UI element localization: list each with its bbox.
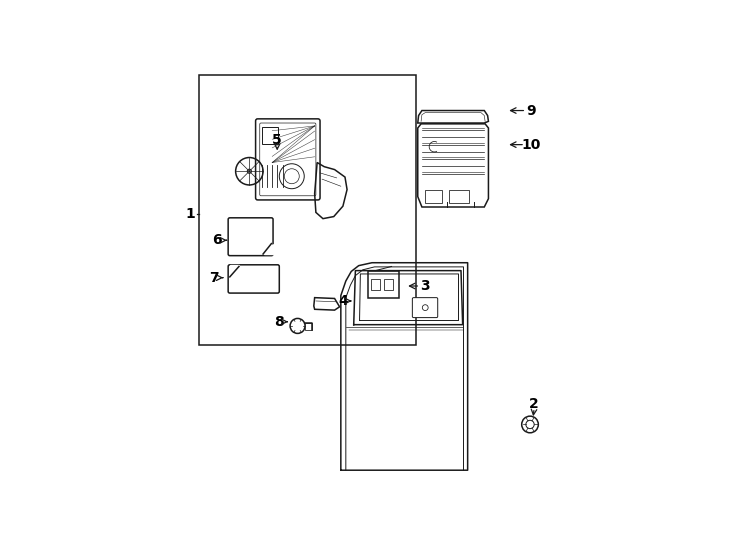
FancyBboxPatch shape bbox=[255, 119, 320, 200]
FancyBboxPatch shape bbox=[228, 218, 273, 255]
FancyBboxPatch shape bbox=[384, 279, 393, 290]
FancyBboxPatch shape bbox=[228, 265, 280, 293]
Bar bbox=[200, 75, 415, 346]
Text: 9: 9 bbox=[526, 104, 536, 118]
FancyBboxPatch shape bbox=[371, 279, 380, 290]
Text: 7: 7 bbox=[208, 271, 219, 285]
Text: 10: 10 bbox=[522, 138, 541, 152]
Circle shape bbox=[247, 169, 252, 173]
Text: 6: 6 bbox=[213, 233, 222, 247]
FancyBboxPatch shape bbox=[305, 323, 312, 329]
Text: 3: 3 bbox=[421, 279, 430, 293]
Text: 1: 1 bbox=[186, 207, 195, 221]
FancyBboxPatch shape bbox=[262, 127, 278, 144]
Text: 2: 2 bbox=[529, 397, 539, 411]
FancyBboxPatch shape bbox=[425, 191, 442, 203]
FancyBboxPatch shape bbox=[449, 191, 469, 203]
FancyBboxPatch shape bbox=[368, 271, 399, 298]
Polygon shape bbox=[230, 265, 239, 277]
Text: 5: 5 bbox=[272, 133, 282, 147]
Text: 4: 4 bbox=[338, 294, 348, 308]
Text: 8: 8 bbox=[275, 315, 284, 329]
FancyBboxPatch shape bbox=[413, 298, 437, 318]
Polygon shape bbox=[264, 244, 273, 254]
